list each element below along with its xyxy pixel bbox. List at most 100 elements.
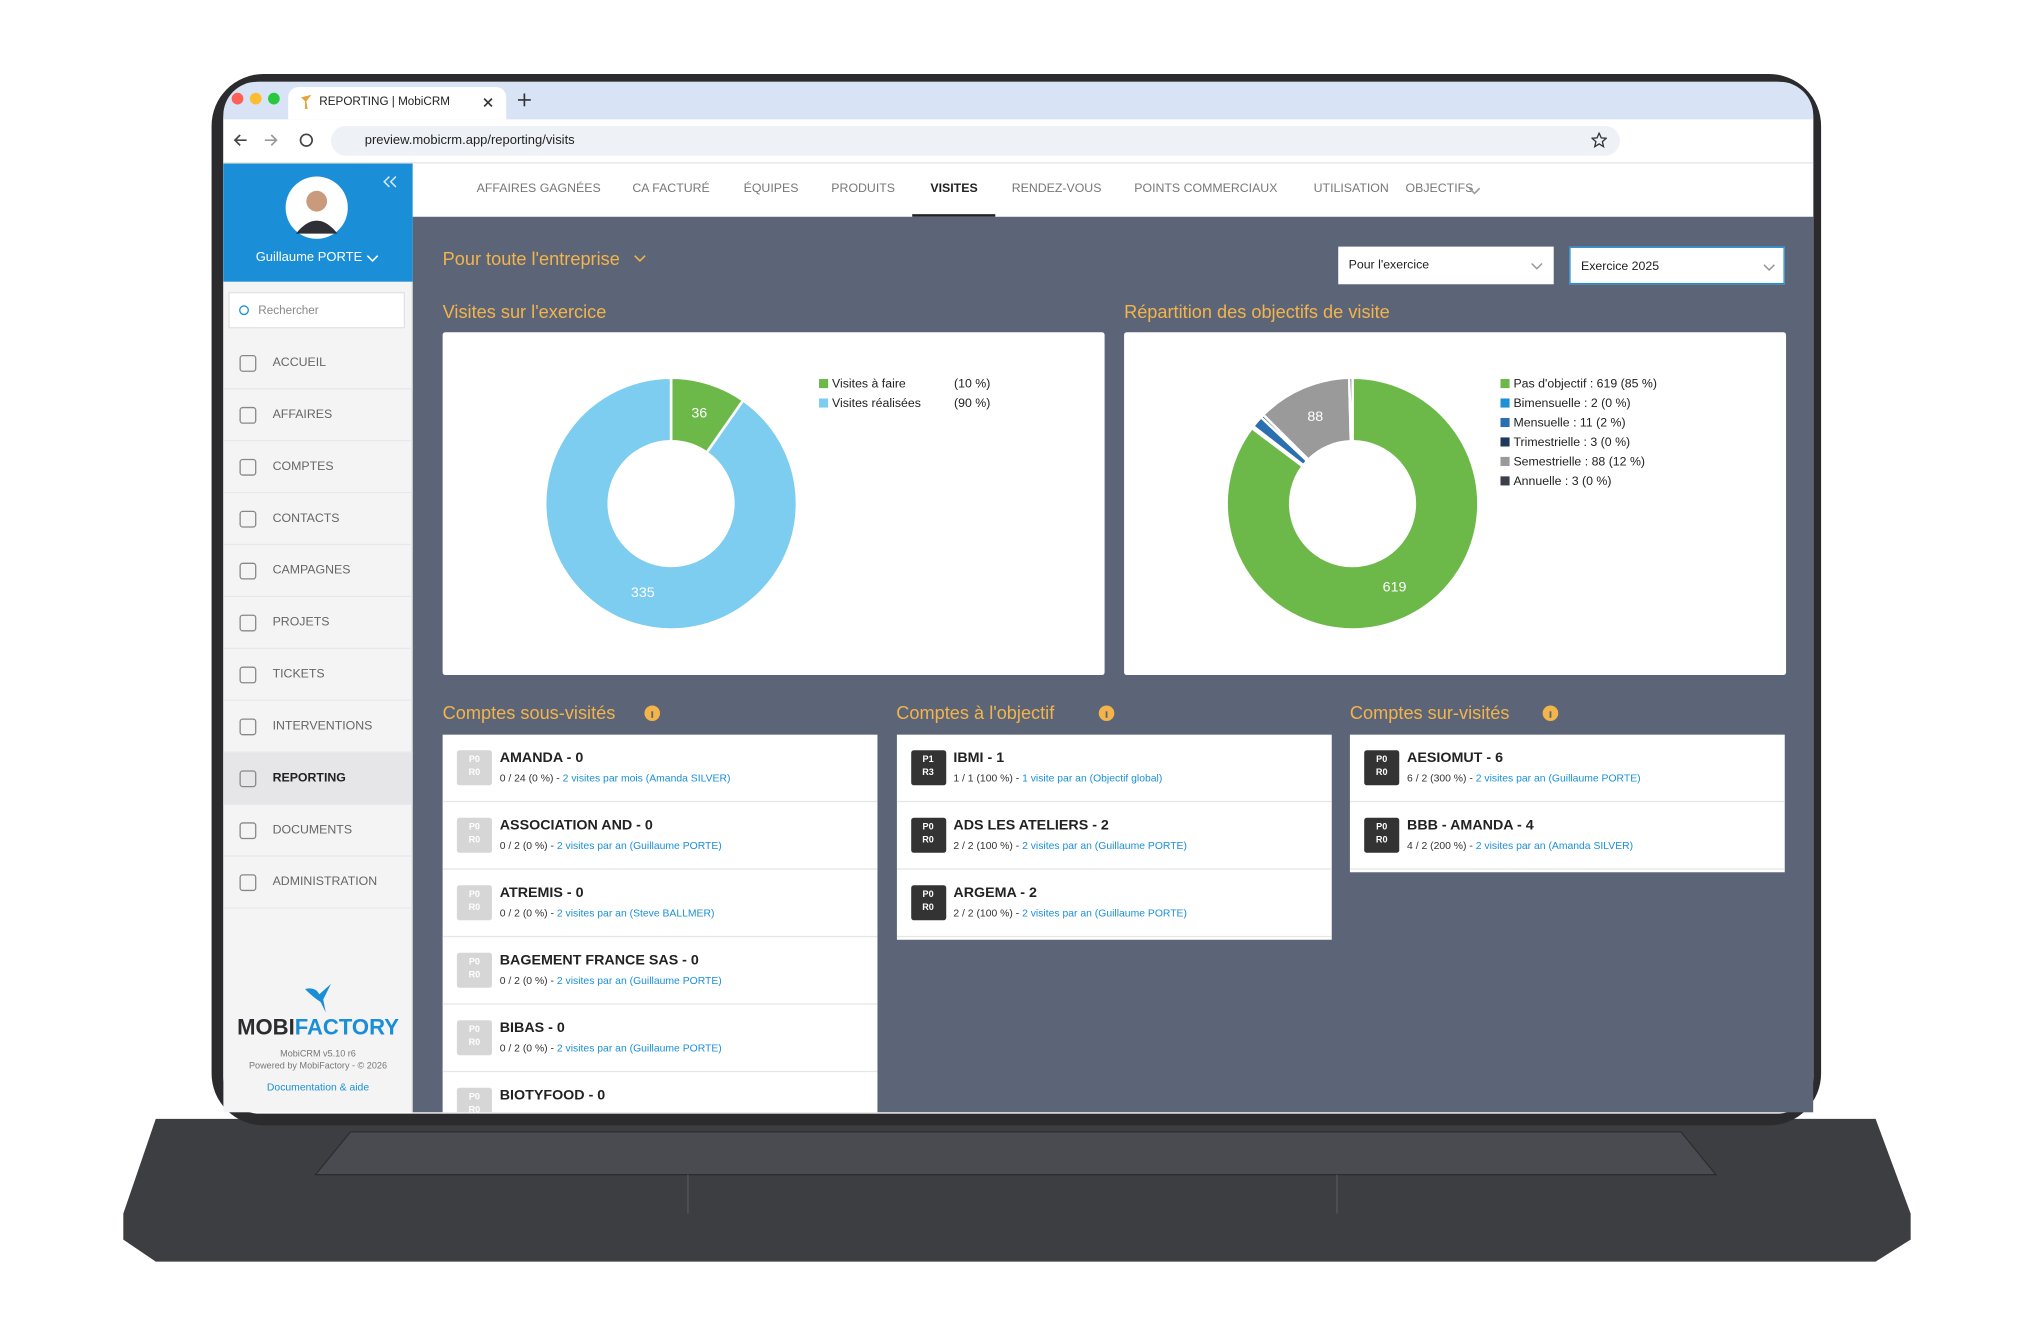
menu-icon xyxy=(239,406,257,424)
info-icon xyxy=(1098,705,1114,722)
report-tab[interactable]: VISITES xyxy=(912,164,996,217)
menu-item[interactable]: REPORTING xyxy=(223,752,413,805)
menu-item[interactable]: CAMPAGNES xyxy=(223,545,413,598)
account-name: AMANDA - 0 xyxy=(499,750,584,766)
account-row[interactable]: P0 R0 BIOTYFOOD - 0 xyxy=(443,1072,878,1113)
badge-text: R0 xyxy=(468,1105,481,1113)
slice-label: 36 xyxy=(691,406,707,422)
report-tab[interactable]: CA FACTURÉ xyxy=(632,181,710,196)
menu-item[interactable]: DOCUMENTS xyxy=(223,805,413,857)
close-icon xyxy=(483,98,493,108)
report-tab[interactable]: POINTS COMMERCIAUX xyxy=(1134,181,1278,196)
account-badge: P0 R0 xyxy=(456,750,492,786)
menu-item[interactable]: TICKETS xyxy=(223,649,413,701)
account-rule: 2 visites par an (Guillaume PORTE) xyxy=(556,974,722,987)
star xyxy=(1591,132,1607,148)
url-field[interactable]: preview.mobicrm.app/reporting/visits xyxy=(330,125,1620,156)
filter-select[interactable]: Exercice 2025 xyxy=(1569,246,1785,285)
account-sub: 0 / 24 (0 %) - 2 visites par mois (Amand… xyxy=(500,772,731,784)
legend-note: (90 %) xyxy=(954,396,990,410)
account-stats: 0 / 2 (0 %) - xyxy=(499,974,554,987)
menu-item[interactable]: PROJETS xyxy=(223,597,413,649)
badge-text: R3 xyxy=(922,768,934,778)
account-rule: 2 visites par an (Guillaume PORTE) xyxy=(1022,907,1187,919)
account-name: BBB - AMANDA - 4 xyxy=(1407,817,1534,834)
menu-icon xyxy=(239,562,257,580)
screen-content: REPORTING | MobiCRM preview.mobicrm.app/r… xyxy=(223,81,1814,1113)
badge-text: R0 xyxy=(1375,768,1388,778)
badge-text: P0 xyxy=(922,822,934,833)
icon-shape xyxy=(239,458,257,476)
account-sub: 2 / 2 (100 %) - 2 visites par an (Guilla… xyxy=(953,840,1187,852)
filter-text: Pour l'exercice xyxy=(1348,258,1430,273)
account-rule: 1 visite par an (Objectif global) xyxy=(1022,772,1163,784)
filter-select[interactable]: Pour l'exercice xyxy=(1338,246,1554,285)
icon-shape xyxy=(239,874,257,892)
legend-swatch xyxy=(819,379,829,389)
chevron-line xyxy=(1531,262,1543,270)
window-dot xyxy=(249,92,262,105)
legend-swatch xyxy=(819,398,829,408)
search[interactable]: Rechercher xyxy=(228,292,405,329)
account-sub: 0 / 2 (0 %) - 2 visites par an (Guillaum… xyxy=(500,840,722,852)
account-badge: P0 R0 xyxy=(1364,750,1400,786)
keyboard xyxy=(314,1131,1718,1176)
help-link[interactable]: Documentation & aide xyxy=(266,1081,370,1093)
search-ring xyxy=(239,305,249,316)
account-sub: 1 / 1 (100 %) - 1 visite par an (Objecti… xyxy=(953,772,1162,784)
menu-icon xyxy=(239,510,257,528)
browser-tab[interactable]: REPORTING | MobiCRM xyxy=(288,86,507,120)
reload xyxy=(299,133,314,147)
icon-shape xyxy=(239,822,257,840)
badge-text: R0 xyxy=(468,970,481,980)
logo: MOBIFACTORY xyxy=(234,1015,403,1041)
window-dot xyxy=(231,92,244,105)
user-name: Guillaume PORTE xyxy=(255,250,363,265)
report-tab[interactable]: RENDEZ-VOUS xyxy=(1011,181,1102,196)
account-name: BIOTYFOOD - 0 xyxy=(499,1087,606,1104)
report-tab[interactable]: ÉQUIPES xyxy=(743,181,799,196)
user-header: Guillaume PORTE xyxy=(223,163,413,282)
icon-shape xyxy=(239,510,257,528)
chart-title: Répartition des objectifs de visite xyxy=(1124,301,1390,322)
list-title: Comptes sous-visités xyxy=(442,702,616,723)
report-tab[interactable]: PRODUITS xyxy=(831,181,896,196)
report-tab[interactable]: UTILISATION xyxy=(1313,181,1389,196)
account-badge: P0 R0 xyxy=(456,817,492,853)
tab-close xyxy=(483,98,493,108)
legend-label: Visites réalisées xyxy=(832,396,921,410)
nav-buttons xyxy=(233,133,314,147)
menu-item[interactable]: COMPTES xyxy=(223,441,413,494)
menu-icon xyxy=(239,614,257,632)
menu-item[interactable]: AFFAIRES xyxy=(223,389,413,442)
menu-label: CAMPAGNES xyxy=(272,563,351,578)
badge-text: P0 xyxy=(468,1092,480,1103)
report-tab[interactable]: OBJECTIFS xyxy=(1405,181,1474,196)
menu-item[interactable]: INTERVENTIONS xyxy=(223,701,413,753)
scope-select[interactable]: Pour toute l'entreprise xyxy=(442,247,620,269)
account-row[interactable]: P0 R0 AMANDA - 0 0 / 24 (0 %) - 2 visites p… xyxy=(442,735,878,803)
account-name: ATREMIS - 0 xyxy=(499,885,584,901)
avatar-body xyxy=(295,220,338,234)
menu-item[interactable]: ADMINISTRATION xyxy=(223,857,413,909)
account-sub: 6 / 2 (300 %) - 2 visites par an (Guilla… xyxy=(1407,772,1641,784)
report-tab[interactable]: AFFAIRES GAGNÉES xyxy=(476,181,601,196)
menu-label: TICKETS xyxy=(272,667,325,682)
account-name: ARGEMA - 2 xyxy=(953,885,1037,901)
menu-item[interactable]: ACCUEIL xyxy=(223,337,413,390)
sidebar: Guillaume PORTE Rechercher ACCUEIL AFFAIRES… xyxy=(223,163,413,1113)
legend-label: Mensuelle : 11 (2 %) xyxy=(1513,415,1625,429)
forward xyxy=(264,134,278,146)
window-controls xyxy=(231,92,280,105)
search-placeholder: Rechercher xyxy=(258,303,319,317)
menu-item[interactable]: CONTACTS xyxy=(223,493,413,546)
